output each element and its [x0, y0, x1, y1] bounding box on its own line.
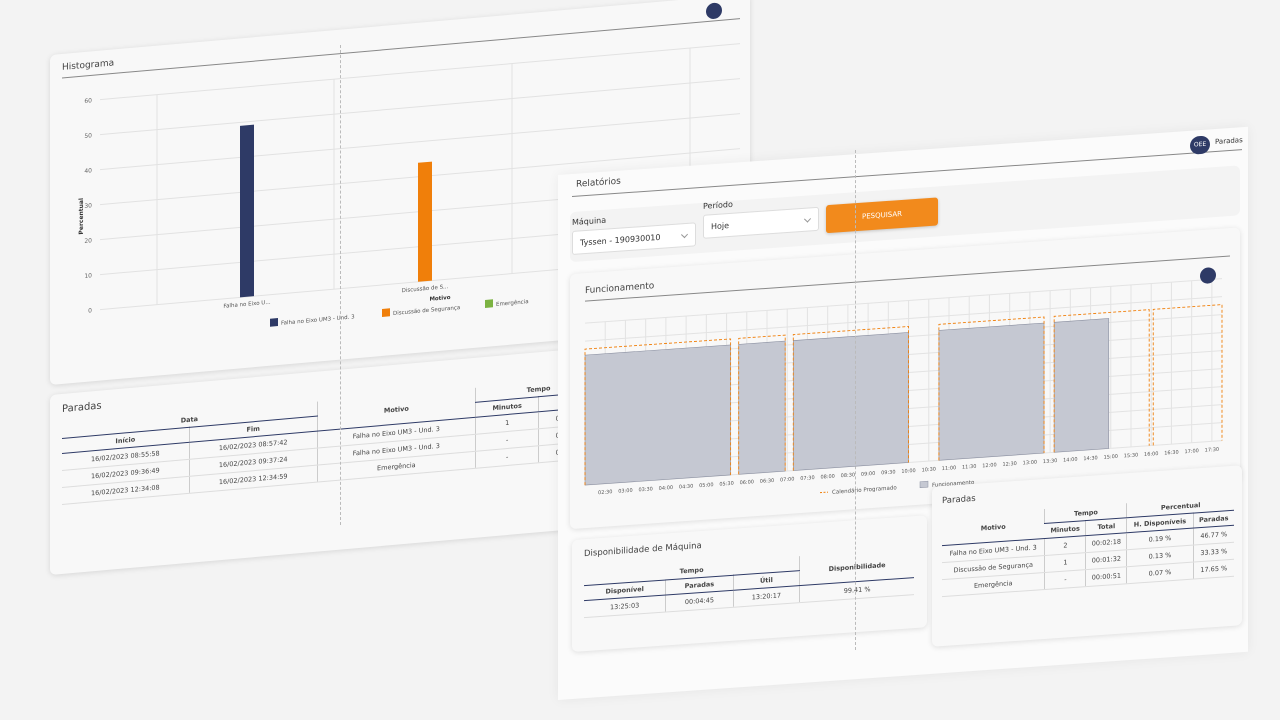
operation-segment [792, 332, 909, 471]
x-tick-label: Discussão de S... [402, 284, 449, 294]
x-tick-label: 07:00 [780, 476, 794, 483]
x-tick-label: 12:00 [982, 462, 996, 469]
legend-swatch [485, 299, 493, 308]
schedule-segment [738, 334, 786, 475]
x-tick-label: 04:30 [679, 484, 693, 491]
legend-label: Discussão de Segurança [393, 305, 460, 317]
x-tick-label: 06:30 [760, 478, 774, 485]
stops-table: Motivo Tempo Percentual Minutos Total H. Disp… [942, 495, 1234, 597]
cell: - [1044, 569, 1086, 590]
x-tick-label: 16:00 [1144, 451, 1158, 458]
page-title: Relatórios [576, 176, 621, 190]
legend-label: Falha no Eixo UM3 - Und. 3 [281, 314, 355, 326]
x-tick-label: 14:00 [1063, 457, 1077, 464]
schedule-segment [792, 326, 910, 471]
chart-title: Funcionamento [585, 281, 655, 296]
operation-card: Funcionamento 02:30 03:00 03:30 04:00 04:30 05… [570, 227, 1240, 530]
cell: 17.65 % [1193, 559, 1234, 580]
operation-segment [1053, 318, 1110, 453]
x-tick-label: 11:00 [942, 465, 956, 472]
schedule-segment [584, 338, 732, 486]
title-rule [62, 18, 740, 79]
x-tick-label: 09:30 [881, 469, 895, 476]
card-title: Paradas [62, 400, 102, 415]
legend-swatch [919, 480, 929, 488]
x-tick-label: Falha no Eixo U... [223, 300, 270, 310]
cell: 00:00:51 [1085, 566, 1127, 587]
y-tick-label: 10 [84, 272, 92, 280]
y-tick-label: 30 [84, 202, 92, 210]
y-tick-label: 50 [84, 132, 92, 140]
reports-panel: Relatórios OEE Paradas Máquina Tyssen - 1909… [558, 126, 1248, 701]
x-tick-label: 04:00 [659, 485, 673, 492]
operation-segment [938, 322, 1045, 461]
cell: 00:04:45 [665, 590, 734, 612]
schedule-segment [1152, 304, 1223, 446]
x-tick-label: 03:30 [638, 486, 652, 493]
x-tick-label: 13:30 [1043, 458, 1057, 465]
x-tick-label: 11:30 [962, 464, 976, 471]
schedule-segment [1053, 309, 1150, 453]
histogram-panel: Histograma 0 10 20 30 40 50 60 Percentual Falha n… [50, 0, 750, 575]
title-rule [585, 255, 1230, 302]
x-tick-label: 15:00 [1104, 454, 1118, 461]
x-tick-label: 02:30 [598, 489, 612, 496]
cell: 13:20:17 [733, 585, 800, 608]
x-tick-label: 06:00 [740, 479, 754, 486]
y-tick-label: 20 [84, 237, 92, 245]
x-tick-label: 05:30 [719, 481, 733, 488]
guide-line [855, 150, 856, 650]
operation-chart: Funcionamento 02:30 03:00 03:30 04:00 04:30 05… [584, 255, 1230, 496]
x-tick-label: 05:00 [699, 482, 713, 489]
x-tick-label: 08:00 [820, 474, 834, 481]
x-tick-label: 12:30 [1002, 461, 1016, 468]
stops-card: Paradas Motivo Tempo Percentual Minutos Total… [932, 465, 1242, 647]
availability-card: Disponibilidade de Máquina Tempo Disponibi… [572, 515, 927, 653]
x-tick-label: 17:00 [1184, 448, 1198, 455]
x-axis-label: Motivo [429, 295, 450, 303]
availability-table: Tempo Disponibilidade Disponível Paradas Úti… [584, 548, 914, 618]
legend-swatch [820, 491, 828, 494]
card-title: Disponibilidade de Máquina [584, 540, 702, 560]
x-tick-label: 14:30 [1083, 455, 1097, 462]
grid-line [100, 113, 740, 171]
x-tick-label: 16:30 [1164, 450, 1178, 457]
cell: 0.07 % [1126, 562, 1194, 584]
x-tick-label: 07:30 [800, 475, 814, 482]
operation-segment [584, 344, 731, 486]
legend-label: Emergência [496, 298, 529, 308]
operation-segment [738, 340, 786, 475]
card-title: Paradas [942, 493, 976, 507]
grid-line-horizontal [585, 296, 1222, 342]
x-tick-label: 09:00 [861, 471, 875, 478]
x-tick-label: 15:30 [1124, 452, 1138, 459]
histogram-card: Histograma 0 10 20 30 40 50 60 Percentual Falha n… [50, 0, 750, 386]
schedule-segment [938, 316, 1045, 461]
legend-swatch [382, 308, 390, 317]
y-tick-label: 0 [88, 307, 92, 314]
grid-line [100, 78, 740, 136]
x-tick-label: 08:30 [841, 472, 855, 479]
legend-label: Calendário Programado [832, 484, 897, 496]
x-tick-label: 10:00 [901, 468, 915, 475]
y-axis-label: Percentual [78, 198, 85, 235]
menu-paradas: Paradas [1215, 136, 1243, 147]
legend-swatch [270, 318, 278, 327]
y-tick-label: 60 [84, 97, 92, 105]
bar [240, 124, 254, 298]
guide-line [340, 45, 341, 525]
histogram-chart: Histograma 0 10 20 30 40 50 60 Percentual Falha n… [62, 18, 740, 327]
x-tick-label: 03:00 [618, 488, 632, 495]
chart-title: Histograma [62, 58, 114, 73]
grid-line-horizontal [585, 278, 1222, 324]
y-tick-label: 40 [84, 167, 92, 175]
x-tick-label: 10:30 [922, 467, 936, 474]
x-tick-label: 17:30 [1205, 447, 1219, 454]
grid-line [100, 43, 740, 101]
x-tick-label: 13:00 [1023, 460, 1037, 467]
bar [418, 161, 432, 282]
